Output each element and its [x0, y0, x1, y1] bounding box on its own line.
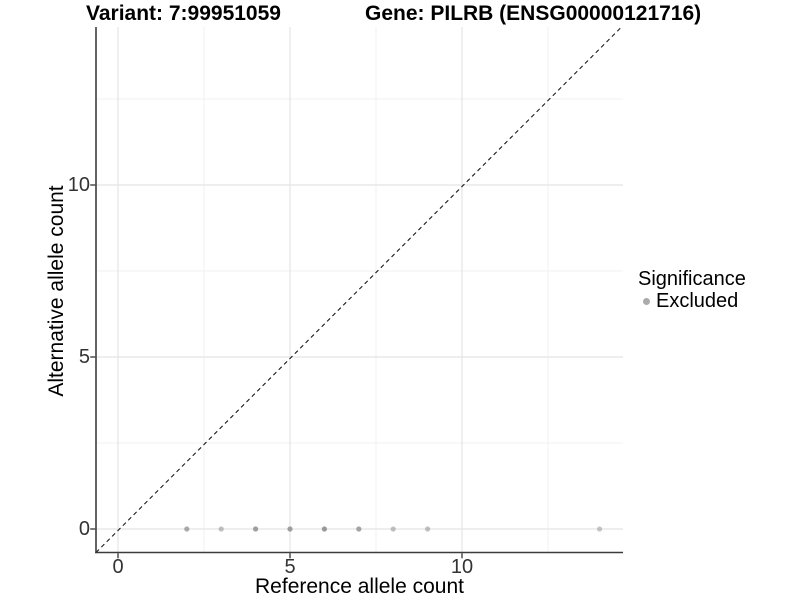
- plot-title-variant: Variant: 7:99951059: [86, 2, 281, 25]
- data-point: [425, 526, 431, 532]
- identity-line: [95, 26, 622, 553]
- y-tick-label: 10: [68, 174, 90, 196]
- data-point: [321, 526, 327, 532]
- data-point: [218, 526, 224, 532]
- legend-point-icon: [643, 297, 650, 305]
- legend-entry-excluded: Excluded: [638, 290, 746, 312]
- x-tick-label: 5: [284, 556, 295, 578]
- data-point: [287, 526, 293, 532]
- data-point: [390, 526, 396, 532]
- y-tick-label: 0: [79, 518, 90, 540]
- legend-title: Significance: [638, 268, 746, 290]
- data-point: [253, 526, 259, 532]
- data-point: [356, 526, 362, 532]
- data-point: [597, 526, 603, 532]
- plot-title-gene: Gene: PILRB (ENSG00000121716): [365, 2, 702, 25]
- legend-entry-label: Excluded: [656, 289, 739, 312]
- y-tick-label: 5: [79, 346, 90, 368]
- x-axis-title: Reference allele count: [255, 575, 464, 598]
- y-axis-title: Alternative allele count: [45, 185, 68, 397]
- x-tick-label: 10: [451, 556, 473, 578]
- x-tick-label: 0: [112, 556, 123, 578]
- data-point: [184, 526, 190, 532]
- legend: Significance Excluded: [638, 268, 746, 312]
